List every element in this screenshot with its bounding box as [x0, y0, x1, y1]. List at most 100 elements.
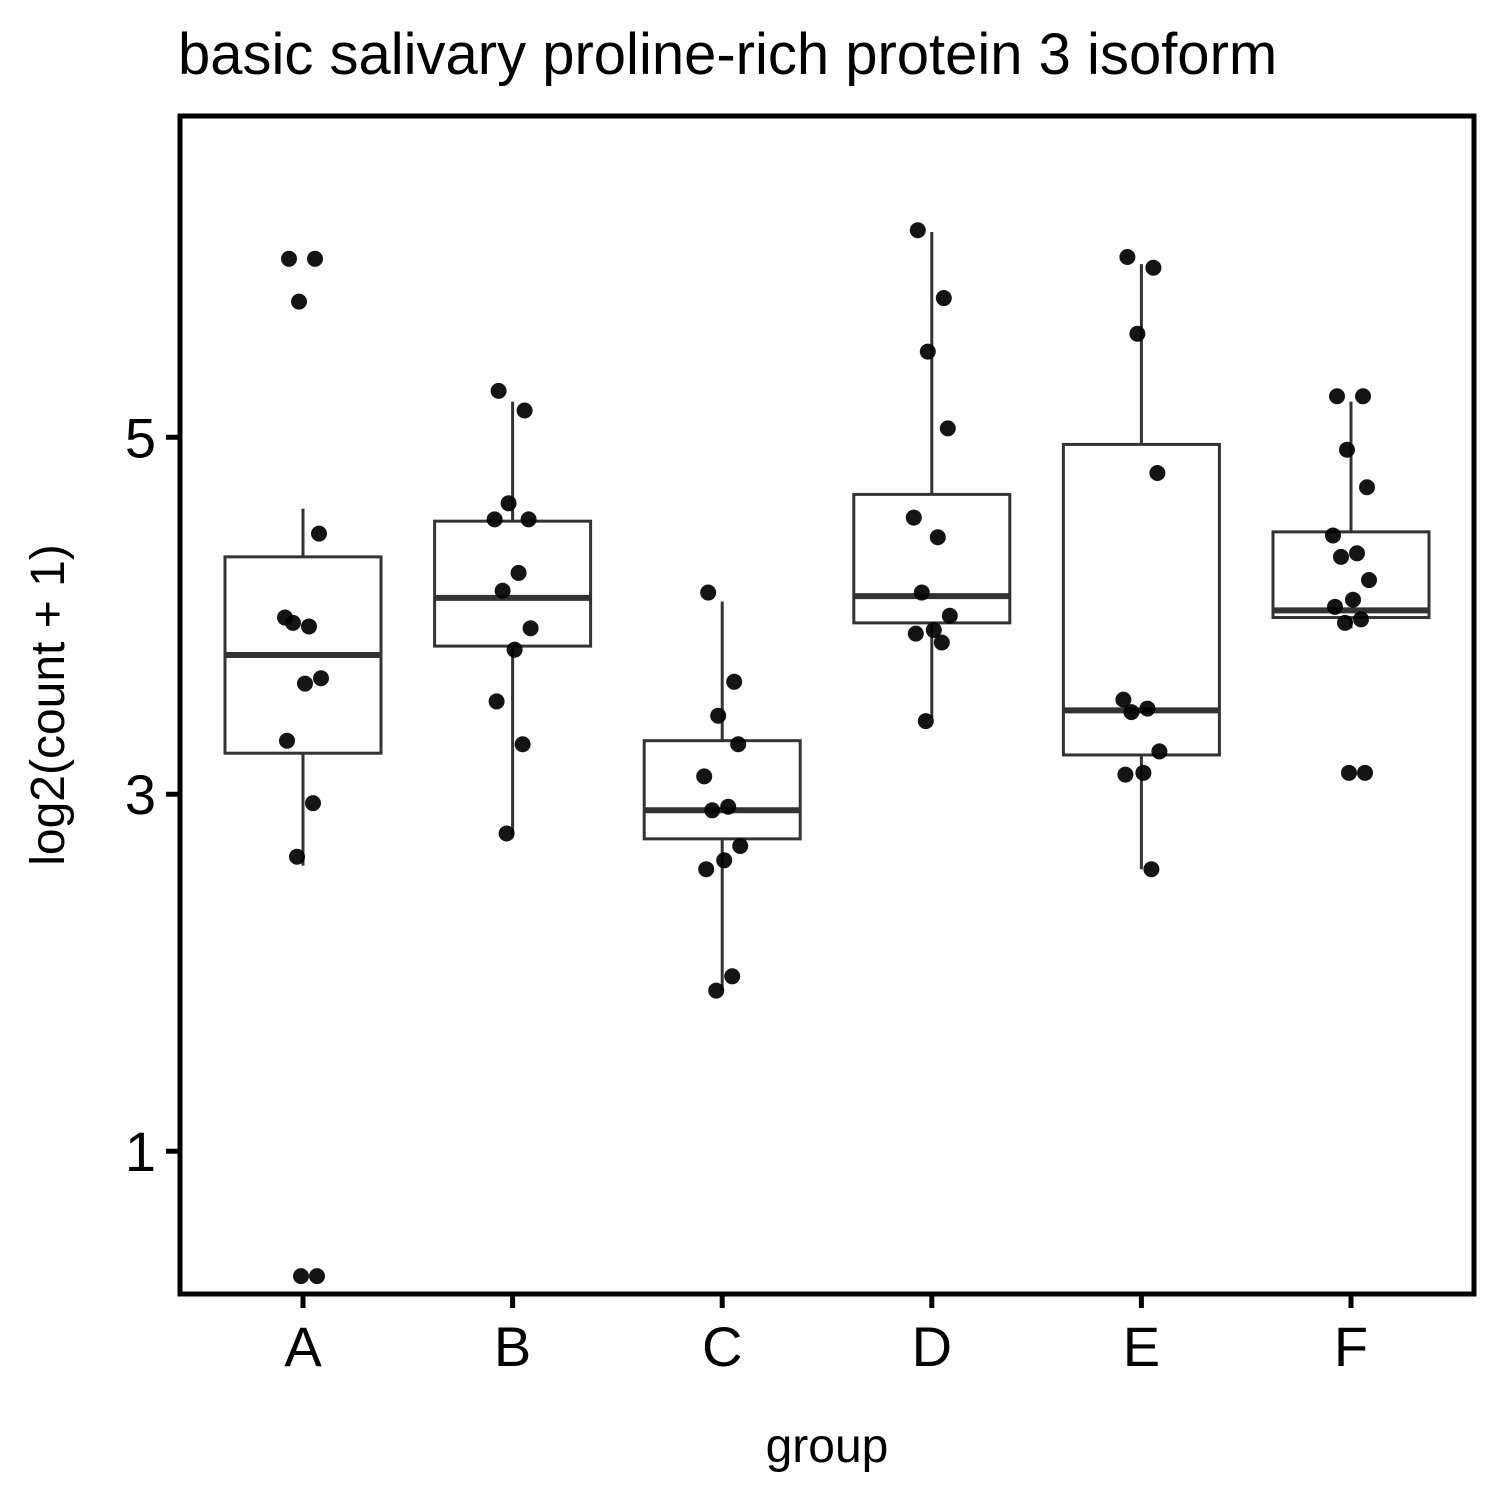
- data-point: [1129, 325, 1146, 342]
- data-point: [1123, 704, 1140, 721]
- y-tick-label: 1: [125, 1120, 156, 1183]
- box-body: [852, 492, 1012, 625]
- data-point: [1149, 464, 1166, 481]
- data-point: [307, 250, 323, 267]
- data-point: [1357, 764, 1373, 781]
- x-tick-label-e: E: [1123, 1315, 1160, 1378]
- data-point: [313, 670, 329, 687]
- data-point: [907, 625, 924, 642]
- data-point: [494, 582, 511, 599]
- data-point: [490, 382, 507, 399]
- points-b: [486, 382, 539, 842]
- data-point: [939, 420, 956, 437]
- data-point: [1337, 614, 1353, 631]
- data-point: [710, 707, 727, 724]
- data-point: [1117, 766, 1134, 783]
- data-point: [1135, 764, 1152, 781]
- points-d: [905, 222, 958, 730]
- data-point: [730, 736, 747, 753]
- box-body: [1061, 442, 1221, 757]
- y-tick-label: 5: [125, 406, 156, 469]
- data-point: [1151, 743, 1168, 760]
- data-point: [1325, 527, 1341, 544]
- data-point: [1359, 479, 1375, 496]
- data-point: [724, 968, 741, 985]
- data-point: [1329, 388, 1345, 405]
- data-point: [506, 641, 523, 658]
- data-point: [500, 495, 517, 512]
- data-point: [698, 861, 715, 878]
- data-point: [510, 564, 527, 581]
- data-point: [281, 250, 297, 267]
- x-tick-label-f: F: [1334, 1315, 1368, 1378]
- data-point: [700, 584, 717, 601]
- data-point: [941, 607, 958, 624]
- data-point: [279, 732, 295, 749]
- data-point: [514, 736, 531, 753]
- points-f: [1325, 388, 1377, 781]
- x-tick-label-b: B: [494, 1315, 531, 1378]
- data-point: [704, 802, 721, 819]
- data-point: [301, 618, 317, 635]
- box-d: [852, 232, 1012, 718]
- data-point: [1341, 764, 1357, 781]
- chart-title: basic salivary proline-rich protein 3 is…: [178, 22, 1277, 87]
- points-a: [277, 250, 329, 1285]
- data-point: [488, 693, 505, 710]
- data-point: [905, 509, 922, 526]
- data-point: [1355, 388, 1371, 405]
- y-tick-label: 3: [125, 763, 156, 826]
- data-point: [486, 511, 503, 528]
- points-e: [1115, 249, 1168, 878]
- plot-marks: [223, 222, 1431, 1285]
- data-point: [297, 675, 313, 692]
- data-point: [1361, 572, 1377, 589]
- box-c: [642, 601, 802, 991]
- data-point: [909, 222, 926, 239]
- box-body: [642, 739, 802, 841]
- data-point: [498, 825, 515, 842]
- data-point: [311, 525, 327, 542]
- data-point: [919, 343, 936, 360]
- data-point: [291, 293, 307, 310]
- data-point: [917, 713, 934, 730]
- data-point: [696, 768, 713, 785]
- data-point: [1339, 441, 1355, 458]
- box-f: [1271, 401, 1431, 629]
- x-axis-title: group: [766, 1420, 889, 1473]
- data-point: [1145, 259, 1162, 276]
- y-axis: 1 3 5: [125, 406, 180, 1183]
- data-point: [933, 634, 950, 651]
- box-a: [223, 508, 383, 866]
- box-body: [433, 519, 593, 648]
- data-point: [516, 402, 533, 419]
- x-tick-label-c: C: [702, 1315, 742, 1378]
- x-tick-label-a: A: [284, 1315, 322, 1378]
- data-point: [1119, 249, 1136, 266]
- data-point: [913, 584, 930, 601]
- data-point: [1353, 611, 1369, 628]
- data-point: [929, 529, 946, 546]
- box-b: [433, 401, 593, 836]
- data-point: [285, 614, 301, 631]
- data-point: [1327, 598, 1343, 615]
- y-axis-title: log2(count + 1): [22, 544, 75, 866]
- data-point: [522, 620, 539, 637]
- data-point: [293, 1268, 309, 1285]
- data-point: [305, 795, 321, 812]
- x-axis: A B C D E F: [284, 1294, 1368, 1378]
- data-point: [1349, 545, 1365, 562]
- box-e: [1061, 264, 1221, 870]
- data-point: [935, 290, 952, 307]
- data-point: [925, 622, 942, 639]
- data-point: [309, 1268, 325, 1285]
- data-point: [520, 511, 537, 528]
- data-point: [708, 982, 725, 999]
- data-point: [1115, 691, 1132, 708]
- x-tick-label-d: D: [912, 1315, 952, 1378]
- data-point: [732, 838, 749, 855]
- data-point: [720, 798, 737, 815]
- points-c: [696, 584, 749, 999]
- data-point: [1333, 548, 1349, 565]
